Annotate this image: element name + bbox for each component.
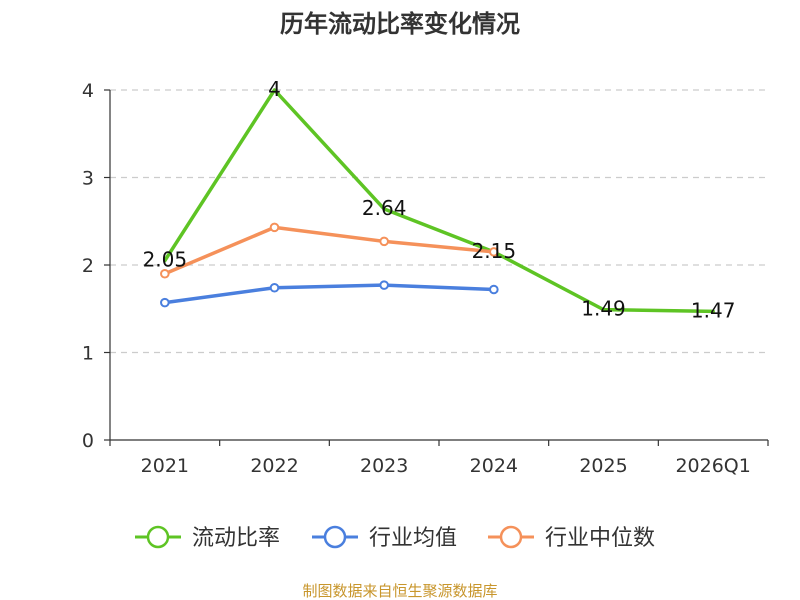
data-label: 2.15 bbox=[472, 239, 517, 263]
x-tick-label: 2023 bbox=[360, 455, 408, 477]
data-label: 4 bbox=[268, 77, 281, 101]
data-label: 1.49 bbox=[581, 297, 626, 321]
series-line-0 bbox=[163, 88, 715, 314]
series-point-1 bbox=[269, 282, 280, 293]
series-point-1 bbox=[489, 284, 499, 295]
source-note: 制图数据来自恒生聚源数据库 bbox=[302, 582, 497, 600]
series-line-1 bbox=[163, 283, 496, 305]
series-lines bbox=[163, 88, 715, 314]
chart-title: 历年流动比率变化情况 bbox=[280, 10, 520, 38]
legend-swatch-marker bbox=[499, 525, 523, 549]
x-tick-label: 2025 bbox=[579, 455, 627, 477]
series-point-2 bbox=[269, 222, 280, 233]
y-tick-label: 3 bbox=[82, 168, 94, 190]
x-tick-label: 2021 bbox=[141, 455, 189, 477]
grid-lines bbox=[110, 89, 768, 354]
y-tick-label: 2 bbox=[82, 255, 94, 277]
data-label: 1.47 bbox=[691, 298, 736, 322]
y-tick-label: 1 bbox=[82, 343, 94, 365]
series-point-2 bbox=[160, 268, 170, 279]
series-markers bbox=[160, 222, 499, 308]
legend-label: 流动比率 bbox=[192, 526, 280, 551]
legend-label: 行业均值 bbox=[369, 526, 457, 551]
series-point-1 bbox=[160, 297, 170, 308]
axes: 0 1 2 3 4 2021 2022 2023 2024 2025 2026Q1 bbox=[82, 80, 769, 477]
y-tick-label: 4 bbox=[82, 80, 94, 102]
legend-label: 行业中位数 bbox=[545, 526, 655, 551]
data-labels: 2.05 4 2.64 2.15 1.49 1.47 bbox=[143, 77, 736, 322]
legend: 流动比率 行业均值 行业中位数 bbox=[135, 525, 655, 551]
data-label: 2.64 bbox=[362, 196, 407, 220]
x-tick-label: 2022 bbox=[250, 455, 298, 477]
series-line-2 bbox=[163, 225, 496, 276]
data-label: 2.05 bbox=[143, 248, 188, 272]
x-tick-label: 2026Q1 bbox=[675, 455, 750, 477]
y-tick-label: 0 bbox=[82, 430, 94, 452]
series-point-1 bbox=[379, 280, 389, 290]
legend-swatch-marker bbox=[146, 525, 170, 549]
x-tick-label: 2024 bbox=[470, 455, 518, 477]
legend-swatch-marker bbox=[323, 525, 347, 549]
series-point-2 bbox=[379, 236, 389, 247]
series-point-2 bbox=[489, 247, 499, 257]
